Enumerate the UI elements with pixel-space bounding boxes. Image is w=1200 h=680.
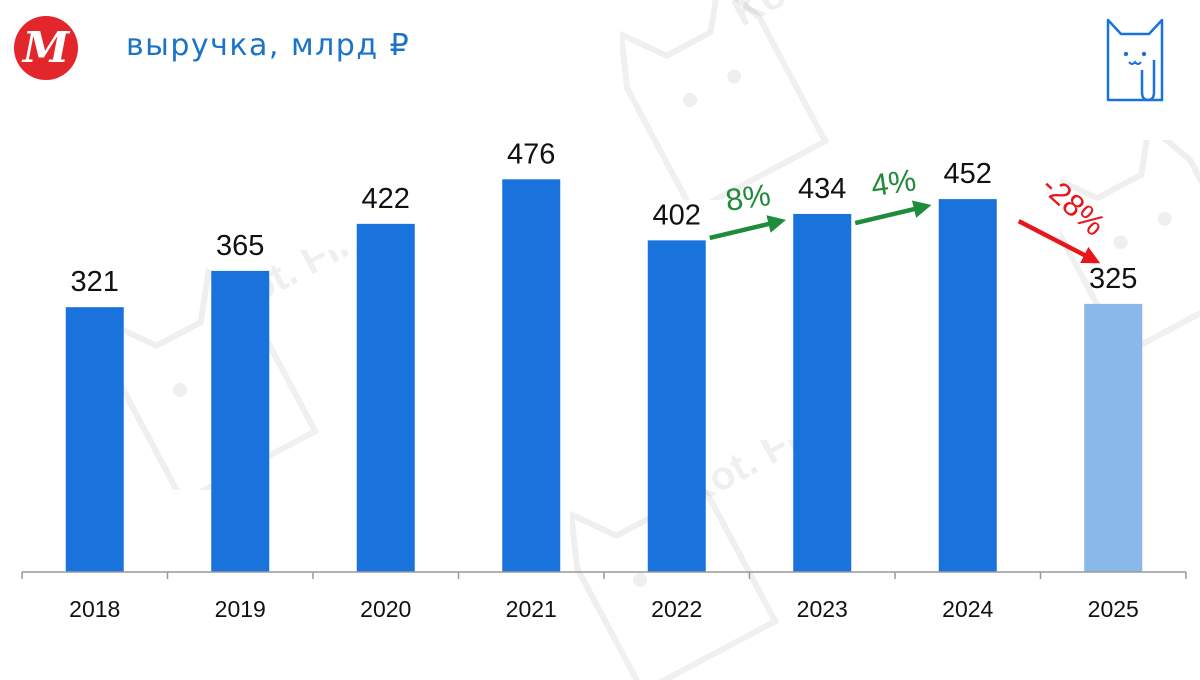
bar-2021 — [502, 179, 561, 573]
x-tick-label: 2019 — [215, 596, 266, 622]
change-annotation: 8% — [723, 177, 772, 218]
bar-2019 — [211, 270, 270, 572]
value-label: 402 — [653, 199, 701, 231]
growth-arrow-up — [709, 215, 787, 241]
value-label: 365 — [216, 230, 264, 262]
x-tick-label: 2018 — [69, 596, 120, 622]
x-tick-label: 2020 — [360, 596, 411, 622]
value-label: 434 — [798, 173, 846, 205]
x-tick-label: 2023 — [797, 596, 848, 622]
brand-logo: М — [14, 16, 78, 80]
change-annotation: -28% — [1035, 168, 1112, 242]
chart-title: выручка, млрд ₽ — [126, 28, 411, 63]
x-tick-label: 2022 — [651, 596, 702, 622]
decline-arrow-down — [1017, 219, 1101, 264]
brand-logo-letter: М — [22, 23, 70, 72]
value-label: 321 — [71, 266, 119, 298]
bar-2022 — [647, 240, 706, 572]
value-label: 452 — [944, 158, 992, 190]
value-label: 422 — [362, 183, 410, 215]
value-label: 476 — [507, 138, 555, 170]
bar-2020 — [356, 223, 415, 572]
x-tick-label: 2024 — [942, 596, 993, 622]
growth-arrow-up — [854, 200, 932, 226]
bar-2024 — [938, 199, 997, 572]
value-label: 325 — [1089, 263, 1137, 295]
change-annotation: 4% — [869, 162, 918, 203]
x-tick-label: 2025 — [1088, 596, 1139, 622]
bar-2018 — [65, 307, 124, 572]
bar-chart: 321 365 422 476 402 434 452 325 2018 2019 2020 202… — [21, 138, 1187, 622]
chart-slide: Kot. Finance Kot. Finance Kot. Finance М… — [14, 0, 1200, 680]
bar-2025 — [1084, 303, 1143, 572]
x-tick-label: 2021 — [506, 596, 557, 622]
cat-icon — [1106, 18, 1164, 102]
bar-2023 — [793, 213, 852, 572]
